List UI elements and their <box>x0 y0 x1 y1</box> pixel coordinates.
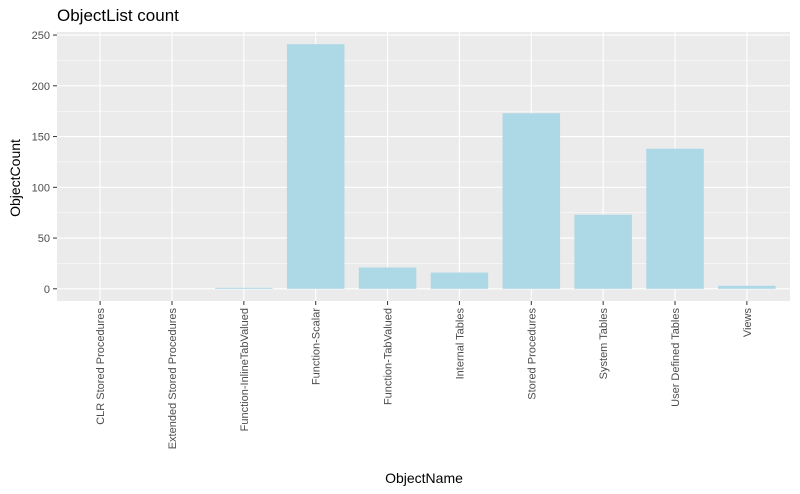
y-axis-ticks: 0 50 100 150 200 250 <box>32 30 57 296</box>
bar <box>430 272 489 289</box>
x-tick-label: CLR Stored Procedures <box>95 308 107 425</box>
bar <box>358 267 417 289</box>
bars <box>215 44 776 289</box>
x-tick-label: Views <box>742 308 754 338</box>
x-tick-label: Stored Procedures <box>526 308 538 400</box>
y-tick-label: 200 <box>32 81 50 93</box>
bar <box>718 285 776 289</box>
y-tick-label: 100 <box>32 182 50 194</box>
y-tick-label: 250 <box>32 30 50 42</box>
bar <box>215 287 273 289</box>
grid-major <box>57 32 790 301</box>
x-tick-label: System Tables <box>598 308 610 380</box>
x-tick-label: Function-TabValued <box>383 308 395 405</box>
x-tick-label: User Defined Tables <box>670 308 682 407</box>
x-axis-ticks: CLR Stored Procedures Extended Stored Pro… <box>95 301 754 449</box>
bar <box>574 214 632 289</box>
x-tick-label: Function-Scalar <box>311 308 323 385</box>
bar <box>646 148 704 289</box>
bar <box>286 44 345 289</box>
x-axis-title: ObjectName <box>385 470 463 486</box>
x-tick-label: Function-InlineTabValued <box>239 308 251 431</box>
bar <box>502 113 561 289</box>
y-tick-label: 0 <box>44 284 50 296</box>
y-tick-label: 50 <box>38 233 50 245</box>
x-tick-label: Extended Stored Procedures <box>167 308 179 450</box>
chart-title: ObjectList count <box>57 6 179 25</box>
y-tick-label: 150 <box>32 132 50 144</box>
x-tick-label: Internal Tables <box>454 308 466 380</box>
